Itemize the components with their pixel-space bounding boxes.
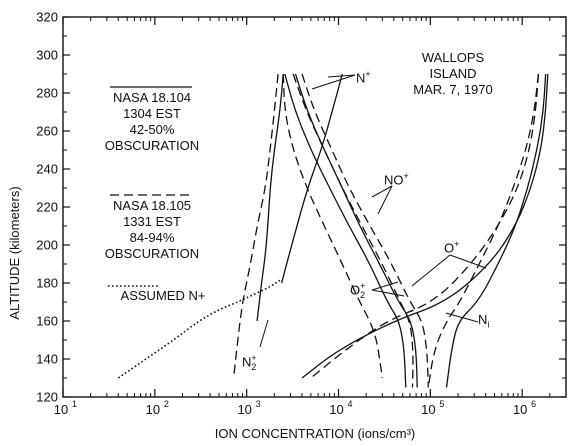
y-tick-label: 180: [36, 276, 58, 291]
series-n2-plus-solid-line: [256, 73, 284, 322]
curve-label-n2-plus-base: N: [242, 354, 252, 370]
x-tick-label-exponent: 3: [256, 399, 261, 409]
leader-n2-plus: [259, 319, 269, 348]
series-n-plus-dashed-line: [282, 73, 383, 379]
legend-entry-assumed: ASSUMED N+: [98, 288, 228, 304]
x-tick-label-exponent: 5: [439, 399, 444, 409]
leader-no-plus-2: [377, 185, 393, 215]
y-tick-label: 220: [36, 200, 58, 215]
y-tick-label: 240: [36, 162, 58, 177]
leader-o2-plus: [371, 281, 399, 291]
legend-18104-line-1: NASA 18.104: [112, 90, 192, 105]
curve-label-no-plus: NO+: [384, 168, 409, 188]
curve-label-o2-plus-base: O: [350, 282, 361, 298]
x-tick-label-exponent: 4: [348, 399, 353, 409]
x-tick-label-exponent: 2: [164, 399, 169, 409]
location-line-3: MAR. 7, 1970: [413, 82, 493, 97]
y-tick-label: 140: [36, 352, 58, 367]
x-axis-title: ION CONCENTRATION (ions/cm³): [214, 426, 416, 441]
series-o-plus-dashed-line: [427, 73, 540, 388]
y-tick-label: 300: [36, 48, 58, 63]
legend-samples: [108, 86, 192, 287]
curve-label-o2-plus-sup: +: [360, 281, 366, 291]
series-n-plus-dotted-line: [117, 278, 283, 379]
leader-o-plus: [411, 254, 451, 287]
curve-label-o-plus: O+: [444, 236, 459, 256]
series-ni-solid-line: [301, 73, 549, 379]
curve-label-o2-plus-sub: 2: [360, 289, 366, 300]
y-tick-label: 200: [36, 238, 58, 253]
leader-o-plus-2: [449, 254, 487, 269]
leader-ni: [445, 312, 479, 323]
leader-no-plus: [371, 185, 393, 198]
x-tick-label: 10: [54, 402, 68, 417]
curve-label-no-plus-base: NO: [384, 172, 404, 188]
series-n2-plus-dashed-line: [232, 73, 279, 379]
legend-18104-line-4: OBSCURATION: [104, 138, 200, 153]
leader-n-plus: [327, 74, 356, 78]
series-ni-dashed-line: [310, 73, 540, 379]
y-tick-label: 320: [36, 10, 58, 25]
location-line-1: WALLOPS: [421, 50, 485, 65]
curve-label-o2-plus: O2+: [350, 278, 365, 303]
curve-label-o-plus-base: O: [444, 240, 455, 256]
x-tick-label: 10: [329, 402, 343, 417]
series-o2-plus-solid-line: [284, 73, 407, 388]
legend-18105-line-2: 1331 EST: [123, 214, 181, 229]
x-tick-label-exponent: 1: [72, 399, 77, 409]
y-tick-label: 160: [36, 314, 58, 329]
curve-label-ni-base: N: [478, 312, 488, 327]
series-n-plus-solid-line: [280, 73, 343, 284]
x-tick-label: 10: [237, 402, 251, 417]
curve-label-o-plus-sup: +: [454, 239, 460, 249]
x-tick-label: 10: [421, 402, 435, 417]
y-tick-label: 260: [36, 124, 58, 139]
x-tick-label: 10: [513, 402, 527, 417]
legend-18104-line-2: 1304 EST: [123, 106, 181, 121]
legend-entry-18105: NASA 18.105 1331 EST 84-94% OBSCURATION: [92, 198, 212, 262]
y-tick-label: 280: [36, 86, 58, 101]
legend-18105-line-1: NASA 18.105: [112, 198, 192, 213]
curve-label-n-plus-sup: +: [365, 69, 371, 79]
location-label: WALLOPS ISLAND MAR. 7, 1970: [398, 50, 508, 98]
curve-label-n-plus-base: N: [356, 70, 366, 86]
legend-18105-line-3: 84-94%: [129, 230, 175, 245]
legend-18105-line-4: OBSCURATION: [104, 246, 200, 261]
location-line-2: ISLAND: [429, 66, 477, 81]
x-tick-label-exponent: 6: [531, 399, 536, 409]
curve-label-no-plus-sup: +: [403, 171, 409, 181]
y-axis-title: ALTITUDE (kilometers): [7, 186, 22, 320]
leader-n-plus-2: [311, 74, 356, 90]
curve-label-n2-plus-sub: 2: [251, 361, 257, 372]
legend-assumed-line-1: ASSUMED N+: [120, 288, 206, 303]
curve-label-n2-plus-sup: +: [251, 353, 257, 363]
curve-label-n2-plus: N2+: [242, 350, 257, 375]
curve-label-n-plus: N+: [356, 66, 371, 86]
leader-o2-plus-2: [371, 289, 405, 297]
curve-label-ni-sub: i: [487, 319, 490, 330]
x-tick-label: 10: [146, 402, 160, 417]
leader-lines: [259, 74, 487, 348]
curve-label-ni: Ni: [478, 312, 489, 333]
curves: [117, 73, 549, 388]
y-tick-label: 120: [36, 390, 58, 405]
series-no-plus-solid-line: [294, 73, 418, 388]
series-o-plus-solid-line: [445, 73, 547, 388]
legend-entry-18104: NASA 18.104 1304 EST 42-50% OBSCURATION: [92, 90, 212, 154]
legend-18104-line-3: 42-50%: [129, 122, 175, 137]
series-no-plus-dashed-line: [301, 73, 429, 388]
